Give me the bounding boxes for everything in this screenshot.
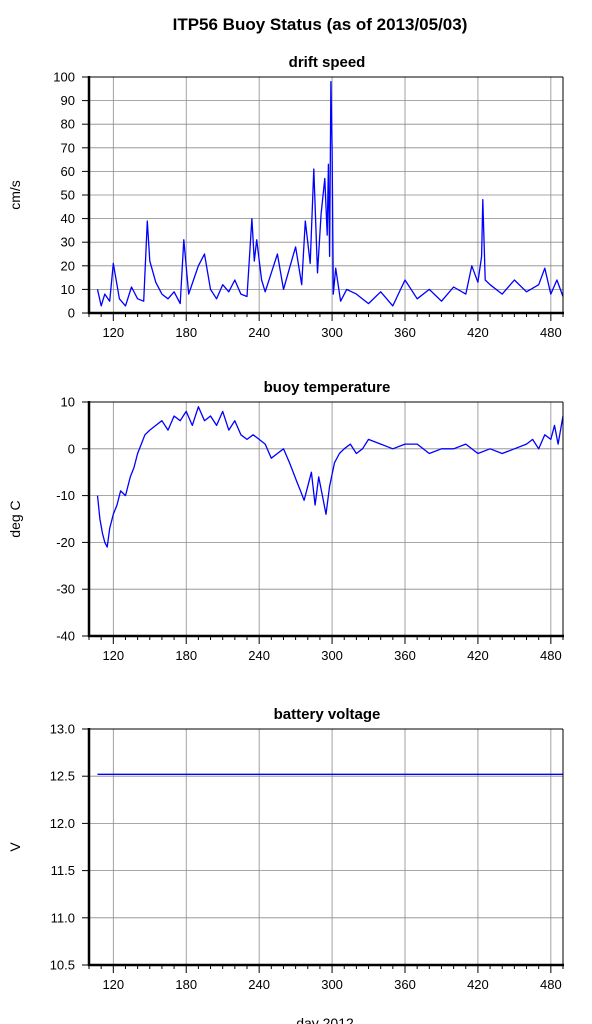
drift-speed-y-tick-label: 90 — [61, 93, 75, 108]
buoy-temperature-y-tick-label: -40 — [56, 629, 75, 644]
buoy-temperature-x-tick-label: 240 — [248, 648, 270, 663]
buoy-temperature-y-tick-label: 10 — [61, 395, 75, 410]
drift-speed-y-tick-label: 40 — [61, 211, 75, 226]
drift-speed-y-tick-label: 50 — [61, 188, 75, 203]
drift-speed-x-tick-label: 300 — [321, 325, 343, 340]
drift-speed-y-tick-label: 60 — [61, 164, 75, 179]
figure-title: ITP56 Buoy Status (as of 2013/05/03) — [173, 15, 468, 34]
drift-speed-y-tick-label: 80 — [61, 117, 75, 132]
battery-voltage-y-axis-label: V — [7, 842, 23, 852]
drift-speed-y-tick-label: 70 — [61, 140, 75, 155]
battery-voltage-panel: 120 180 240 300 360 420 480 10.5 11.0 11.5 12.0 12.… — [7, 706, 564, 992]
buoy-temperature-y-tick-label: -30 — [56, 582, 75, 597]
buoy-temperature-plot-area — [89, 402, 563, 636]
drift-speed-panel: 120 180 240 300 360 420 480 0 10 20 30 40 50 60 70 80 90… — [7, 54, 564, 340]
battery-voltage-x-tick-label: 300 — [321, 977, 343, 992]
buoy-temperature-y-tick-label: -20 — [56, 535, 75, 550]
drift-speed-x-tick-label: 180 — [175, 325, 197, 340]
drift-speed-y-tick-label: 30 — [61, 235, 75, 250]
buoy-temperature-x-tick-label: 360 — [394, 648, 416, 663]
battery-voltage-y-tick-label: 11.5 — [51, 863, 75, 878]
battery-voltage-x-tick-label: 480 — [540, 977, 562, 992]
x-axis-label: day 2012 — [296, 1015, 354, 1024]
buoy-temperature-x-tick-label: 120 — [102, 648, 124, 663]
drift-speed-y-axis-label: cm/s — [7, 180, 23, 210]
battery-voltage-x-tick-label: 120 — [102, 977, 124, 992]
battery-voltage-x-tick-label: 240 — [248, 977, 270, 992]
battery-voltage-y-tick-label: 10.5 — [50, 958, 75, 973]
buoy-temperature-y-tick-label: 0 — [68, 441, 75, 456]
battery-voltage-title: battery voltage — [274, 706, 381, 723]
battery-voltage-x-tick-label: 360 — [394, 977, 416, 992]
buoy-temperature-y-tick-label: -10 — [56, 488, 75, 503]
drift-speed-x-tick-label: 360 — [394, 325, 416, 340]
drift-speed-y-tick-label: 20 — [61, 258, 75, 273]
buoy-temperature-panel: 120 180 240 300 360 420 480 -40 -30 -20 -10 0 10 buoy… — [7, 379, 564, 663]
buoy-temperature-x-tick-label: 300 — [321, 648, 343, 663]
panels: 120 180 240 300 360 420 480 0 10 20 30 40 50 60 70 80 90… — [7, 54, 564, 992]
battery-voltage-y-tick-label: 12.5 — [50, 769, 75, 784]
buoy-temperature-x-tick-label: 480 — [540, 648, 562, 663]
buoy-temperature-title: buoy temperature — [264, 379, 391, 396]
battery-voltage-y-tick-label: 12.0 — [50, 816, 75, 831]
buoy-temperature-x-tick-label: 180 — [175, 648, 197, 663]
battery-voltage-y-tick-label: 11.0 — [51, 910, 75, 925]
drift-speed-y-tick-label: 0 — [68, 306, 75, 321]
drift-speed-x-tick-label: 120 — [102, 325, 124, 340]
drift-speed-y-tick-label: 100 — [53, 70, 75, 85]
buoy-temperature-x-tick-label: 420 — [467, 648, 489, 663]
buoy-temperature-series-line-0 — [96, 406, 564, 548]
battery-voltage-x-tick-label: 420 — [467, 977, 489, 992]
battery-voltage-plot-area — [89, 729, 563, 965]
drift-speed-y-tick-label: 10 — [61, 282, 75, 297]
battery-voltage-y-tick-label: 13.0 — [50, 722, 75, 737]
drift-speed-x-tick-label: 420 — [467, 325, 489, 340]
buoy-temperature-y-axis-label: deg C — [7, 500, 23, 537]
drift-speed-x-tick-label: 480 — [540, 325, 562, 340]
battery-voltage-x-tick-label: 180 — [175, 977, 197, 992]
drift-speed-title: drift speed — [289, 54, 366, 71]
drift-speed-x-tick-label: 240 — [248, 325, 270, 340]
drift-speed-series-line-0 — [96, 81, 564, 307]
